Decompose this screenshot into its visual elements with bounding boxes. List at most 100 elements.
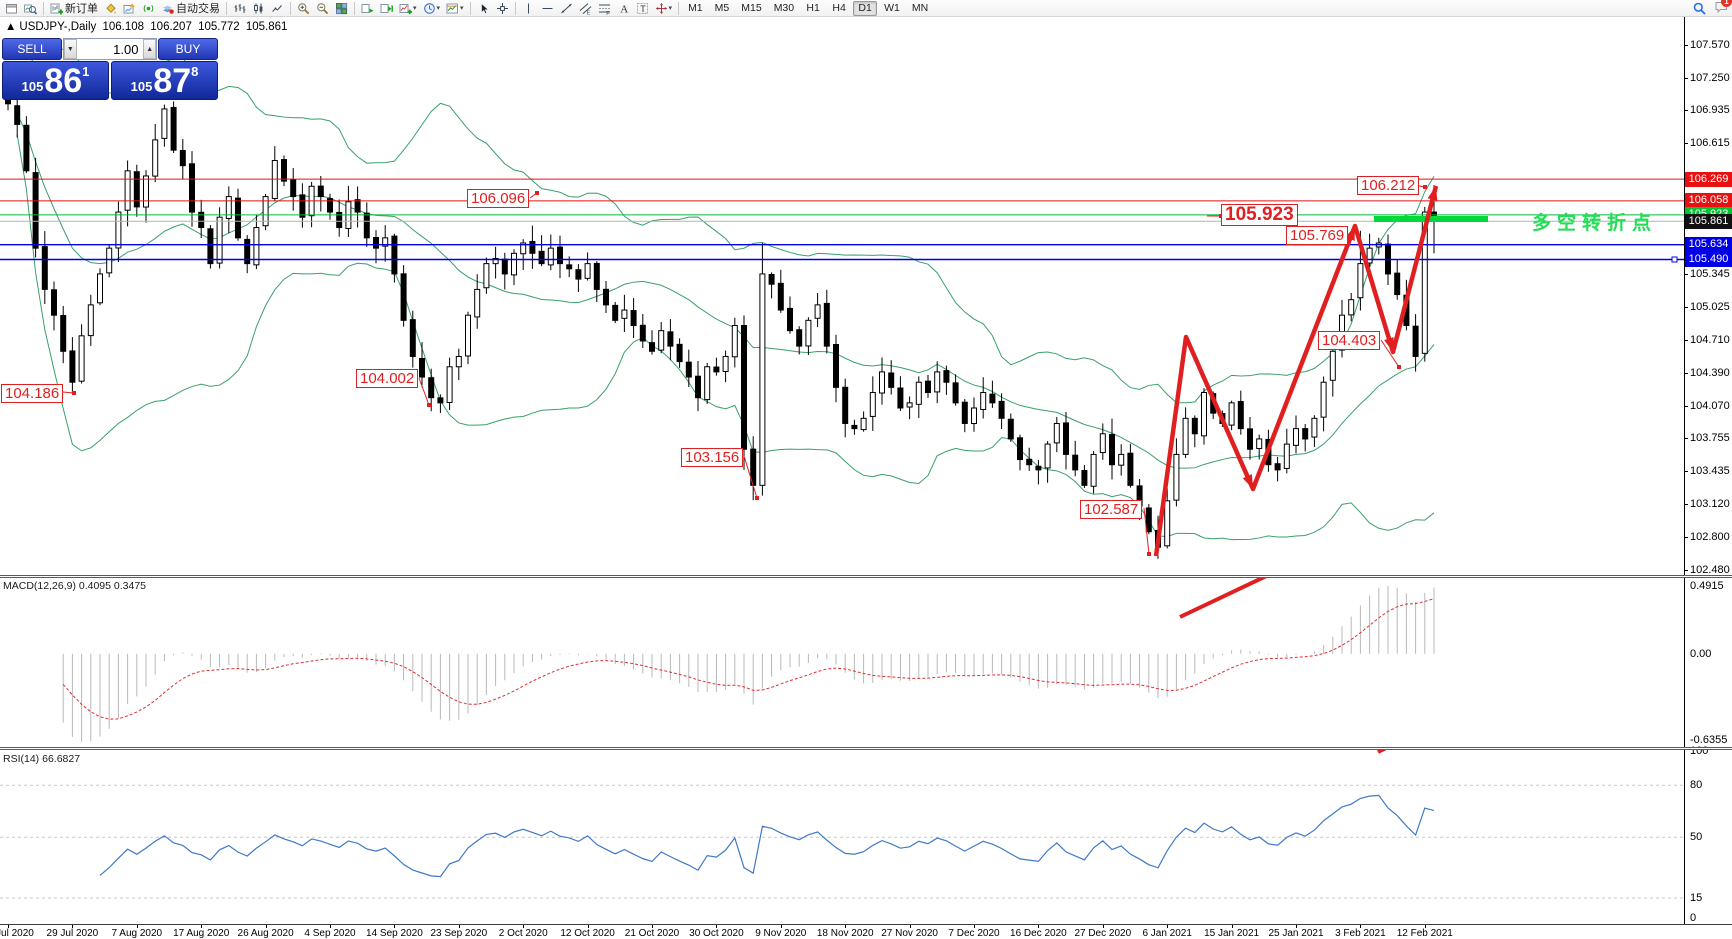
styles-bucket-icon[interactable] xyxy=(101,0,120,16)
arrows-icon-dropdown[interactable]: ▾ xyxy=(668,5,673,12)
callout-anchor xyxy=(535,191,539,195)
channel-icon[interactable]: E xyxy=(576,0,595,16)
zoom-in-icon[interactable] xyxy=(294,0,313,16)
periods-icon[interactable]: ▾ xyxy=(420,0,444,16)
data-window-icon[interactable] xyxy=(21,0,40,16)
candle-body xyxy=(593,262,600,290)
rsi-indicator-pane[interactable] xyxy=(0,750,1684,924)
rsi-line xyxy=(99,794,1435,878)
candle-body xyxy=(796,329,803,347)
horizontal-line-icon[interactable] xyxy=(538,0,557,16)
bar-chart-icon[interactable] xyxy=(230,0,249,16)
candle-body xyxy=(805,319,812,347)
crosshair-icon[interactable] xyxy=(493,0,512,16)
date-axis-value: 15 Jan 2021 xyxy=(1204,928,1260,939)
callout-anchor xyxy=(1147,552,1151,556)
zoom-out-icon[interactable] xyxy=(313,0,332,16)
sell-price-display[interactable]: 105 86 1 xyxy=(2,61,109,100)
date-axis-tick xyxy=(523,925,525,928)
callout-connector xyxy=(1380,339,1400,368)
chat-icon[interactable]: 1 xyxy=(1715,0,1732,16)
publish-chart-icon[interactable] xyxy=(120,0,139,16)
candle-body xyxy=(741,325,747,450)
candle-body xyxy=(1394,272,1401,296)
vertical-line-icon[interactable] xyxy=(519,0,538,16)
date-axis-tick xyxy=(974,925,975,928)
fibonacci-icon[interactable]: F xyxy=(595,0,614,16)
toolbar: 新订单 自动交易 ▾ ▾ ▾ E F A T ▾ M1 M5 M15 M30 H1 H4 D1 W1 MN 1 xyxy=(0,0,1732,17)
chart-shift-icon[interactable] xyxy=(377,0,396,16)
autoscroll-icon[interactable] xyxy=(358,0,377,16)
tile-windows-icon[interactable] xyxy=(332,0,351,16)
candle-body xyxy=(152,139,159,177)
date-axis-tick xyxy=(330,925,331,928)
date-axis[interactable]: 20 Jul 2020 29 Jul 2020 7 Aug 2020 17 Aug 2… xyxy=(0,924,1732,939)
candle-body xyxy=(998,400,1005,419)
date-axis-value: 27 Nov 2020 xyxy=(881,928,938,939)
buy-button[interactable]: BUY xyxy=(158,38,218,60)
candle-body xyxy=(317,185,324,198)
signals-icon[interactable] xyxy=(139,0,158,16)
pane-separator[interactable] xyxy=(0,575,1732,578)
toolbar-separator xyxy=(514,1,516,15)
periods-icon-dropdown[interactable]: ▾ xyxy=(436,5,441,12)
indicators-icon-dropdown[interactable]: ▾ xyxy=(413,5,417,12)
timeframe-button-M30[interactable]: M30 xyxy=(773,2,795,14)
timeframe-button-M1[interactable]: M1 xyxy=(688,2,703,14)
timeframe-button-H4[interactable]: H4 xyxy=(832,2,846,14)
window-icon[interactable] xyxy=(2,0,21,16)
candle-body xyxy=(722,355,729,373)
date-axis-value: 30 Oct 2020 xyxy=(689,928,744,939)
line-chart-icon[interactable] xyxy=(268,0,287,16)
pane-separator[interactable] xyxy=(0,747,1732,750)
toolbar-separator xyxy=(354,1,355,15)
candle-body xyxy=(1127,452,1134,486)
candle-body xyxy=(538,250,545,265)
candle-body xyxy=(1118,453,1125,466)
price-axis-line xyxy=(1684,17,1685,924)
timeframe-button-W1[interactable]: W1 xyxy=(884,2,900,14)
symbol-direction-icon: ▲ xyxy=(5,21,17,33)
trend-zigzag xyxy=(1153,185,1439,557)
candle-body xyxy=(897,387,904,409)
autotrading-button[interactable]: 自动交易 xyxy=(158,0,223,16)
line-handle[interactable] xyxy=(1671,256,1678,263)
templates-icon[interactable]: ▾ xyxy=(443,0,467,16)
search-icon[interactable] xyxy=(1690,0,1709,16)
new-order-button[interactable]: 新订单 xyxy=(47,0,101,16)
date-axis-tick xyxy=(716,925,718,928)
arrows-icon[interactable]: ▾ xyxy=(652,0,676,16)
candlestick-chart-icon[interactable] xyxy=(249,0,268,16)
buy-price-display[interactable]: 105 87 8 xyxy=(111,61,218,100)
date-axis-tick xyxy=(587,925,589,928)
candle-body xyxy=(980,392,987,410)
volume-input[interactable] xyxy=(76,39,144,59)
templates-icon-dropdown[interactable]: ▾ xyxy=(460,5,464,12)
price-axis-value: 104.070 xyxy=(1690,399,1730,412)
timeframe-button-M5[interactable]: M5 xyxy=(714,2,730,14)
price-badge-105.490: 105.490 xyxy=(1685,252,1732,267)
date-axis-tick xyxy=(1102,925,1104,928)
sell-price-sup: 1 xyxy=(82,64,90,79)
candle-body xyxy=(777,282,784,311)
candle-body xyxy=(557,246,563,265)
volume-increase-button[interactable]: ▲ xyxy=(143,39,156,59)
indicators-icon[interactable]: ▾ xyxy=(396,0,420,16)
candle-body xyxy=(695,375,701,399)
ohlc-open: 106.108 xyxy=(102,21,145,33)
candle-body xyxy=(1320,381,1327,418)
timeframe-button-M15[interactable]: M15 xyxy=(741,2,762,14)
sell-button[interactable]: SELL xyxy=(2,38,62,60)
main-price-chart[interactable] xyxy=(0,17,1684,575)
text-icon[interactable]: A xyxy=(614,0,633,16)
trendline-icon[interactable] xyxy=(557,0,576,16)
text-label-icon[interactable]: T xyxy=(633,0,652,16)
timeframe-button-H1[interactable]: H1 xyxy=(806,2,820,14)
timeframe-button-D1[interactable]: D1 xyxy=(853,0,878,16)
macd-indicator-pane[interactable] xyxy=(0,578,1684,747)
date-axis-value: 26 Aug 2020 xyxy=(237,928,294,939)
timeframe-button-MN[interactable]: MN xyxy=(911,2,929,14)
volume-decrease-button[interactable]: ▼ xyxy=(64,39,77,59)
price-callout-104.186: 104.186 xyxy=(1,384,64,403)
cursor-icon[interactable] xyxy=(474,0,493,16)
